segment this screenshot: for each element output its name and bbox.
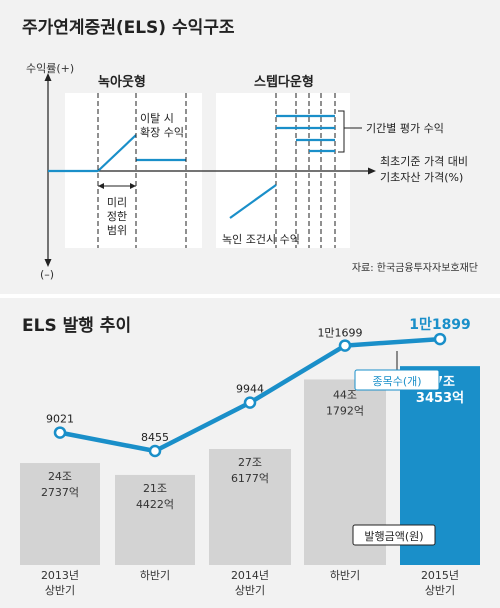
legend-line-text: 종목수(개) bbox=[372, 375, 421, 388]
bar-0 bbox=[20, 463, 100, 565]
count-label-1: 8455 bbox=[141, 431, 169, 444]
bar-label-2-line1: 27조 bbox=[238, 456, 262, 469]
count-point-3 bbox=[338, 339, 352, 352]
y-axis-label: 수익률(+) bbox=[26, 62, 74, 75]
range-label-1: 미리 bbox=[107, 196, 127, 209]
category-label-2-year: 2014년 bbox=[231, 569, 269, 582]
category-label-0-year: 2013년 bbox=[41, 569, 79, 582]
exit-label-1: 이탈 시 bbox=[140, 112, 174, 125]
period-label: 기간별 평가 수익 bbox=[366, 122, 444, 135]
bar-label-0-line1: 24조 bbox=[48, 470, 72, 483]
bar-2 bbox=[209, 449, 291, 565]
bar-label-0-line2: 2737억 bbox=[41, 486, 79, 499]
category-label-0-half: 상반기 bbox=[45, 584, 75, 597]
count-label-2: 9944 bbox=[236, 383, 264, 396]
knockin-label: 녹인 조건시 수익 bbox=[222, 233, 300, 246]
count-point-0 bbox=[53, 426, 67, 439]
x-axis-arrow bbox=[368, 167, 376, 175]
bar-1 bbox=[115, 474, 195, 565]
legend-line-box bbox=[354, 369, 440, 391]
source-note: 자료: 한국금융투자자보호재단 bbox=[352, 262, 478, 274]
knockout-rising-line bbox=[97, 134, 137, 172]
bar-label-3-line2: 1792억 bbox=[326, 404, 364, 417]
bottom-title: ELS 발행 추이 bbox=[22, 316, 131, 336]
y-axis-arrow-down bbox=[44, 259, 52, 267]
exit-label-2: 확장 수익 bbox=[140, 126, 184, 139]
count-label-0: 9021 bbox=[46, 413, 74, 426]
bar-label-1-line1: 21조 bbox=[143, 482, 167, 495]
range-arrow-left bbox=[98, 183, 104, 189]
range-arrow-right bbox=[130, 183, 136, 189]
axis-desc-1: 최초기준 가격 대비 bbox=[380, 155, 468, 168]
category-label-2-half: 상반기 bbox=[235, 584, 265, 597]
count-point-4 bbox=[433, 332, 447, 346]
bar-label-4-line2: 3453억 bbox=[416, 391, 464, 406]
period-bracket bbox=[338, 110, 345, 153]
range-label-2: 정한 bbox=[107, 210, 127, 223]
category-label-4-year: 2015년 bbox=[421, 569, 459, 582]
category-label-4-half: 상반기 bbox=[425, 584, 455, 597]
legend-bar-text: 발행금액(원) bbox=[364, 530, 423, 543]
range-label-3: 범위 bbox=[107, 224, 127, 237]
bar-label-3-line1: 44조 bbox=[333, 388, 357, 401]
category-label-1: 하반기 bbox=[140, 568, 170, 582]
bar-label-1-line2: 4422억 bbox=[136, 498, 174, 511]
knockout-title: 녹아웃형 bbox=[98, 74, 146, 90]
bar-label-2-line2: 6177억 bbox=[231, 472, 269, 485]
count-point-2 bbox=[243, 396, 257, 409]
count-label-3: 1만1699 bbox=[317, 327, 362, 340]
legend-bar-box bbox=[352, 524, 436, 546]
knockin-payoff-line bbox=[229, 184, 277, 219]
y-axis-arrow-up bbox=[44, 73, 52, 81]
count-label-4: 1만1899 bbox=[409, 317, 471, 333]
axis-desc-2: 기초자산 가격(%) bbox=[380, 171, 463, 184]
count-point-1 bbox=[148, 444, 162, 458]
stepdown-title: 스텝다운형 bbox=[254, 74, 314, 90]
y-axis-label-negative: (–) bbox=[40, 268, 54, 281]
top-title: 주가연계증권(ELS) 수익구조 bbox=[22, 18, 235, 38]
category-label-3: 하반기 bbox=[330, 568, 360, 582]
